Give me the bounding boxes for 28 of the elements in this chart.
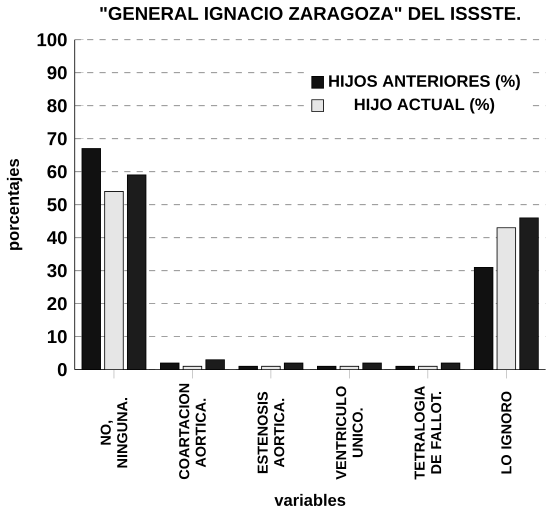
y-axis-title: porcentajes [6,159,22,250]
y-tick-label: 50 [47,198,67,212]
x-tick-label: ESTENOSIS AORTICA. [258,392,284,474]
bar [519,218,539,370]
y-tick-label: 10 [48,330,67,344]
bar [474,267,494,370]
x-tick-label: LO IGNORO [501,392,512,474]
y-tick-label: 0 [58,363,67,376]
bar [82,148,101,370]
y-tick-label: 60 [47,165,67,178]
y-tick-label: 40 [47,231,67,244]
x-tick-label: VENTRICULO UNICO. [336,386,363,480]
legend-label: HIJOS ANTERIORES (%) [329,74,520,90]
chart-title: "GENERAL IGNACIO ZARAGOZA" DEL ISSSTE. [100,6,520,20]
y-tick-label: 70 [48,132,67,146]
bar [104,192,124,370]
legend-label: HIJO ACTUAL (%) [354,98,494,114]
x-tick-label: COARTACION AORTICA. [179,384,206,480]
bar [496,227,516,370]
x-tick-label: TETRALOGIA DE FALLOT. [414,386,442,480]
y-tick-label: 80 [47,99,67,112]
y-tick-label: 100 [38,33,67,46]
x-tick-label: NO, NINGUNA. [100,398,128,468]
y-tick-label: 90 [47,66,67,80]
y-tick-label: 30 [47,264,67,278]
bar [127,175,146,370]
x-axis-title: variables [274,494,346,506]
y-tick-label: 20 [47,297,67,310]
